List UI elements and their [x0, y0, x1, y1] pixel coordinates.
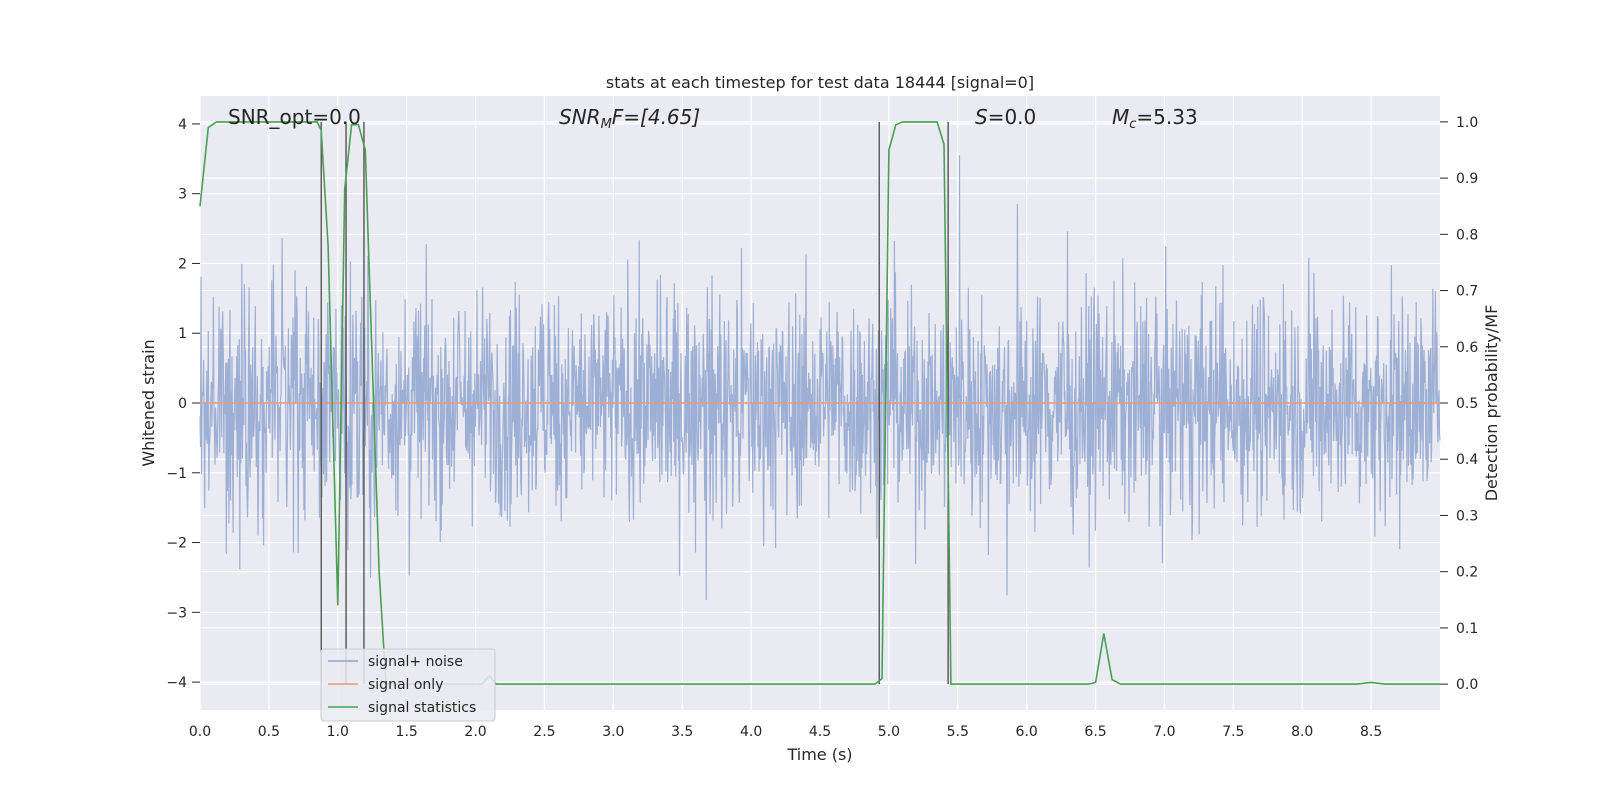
y2-tick-label: 0.5: [1456, 396, 1478, 412]
x-tick-label: 5.0: [878, 724, 900, 740]
y2-tick-label: 0.0: [1456, 677, 1478, 693]
y2-tick-label: 0.9: [1456, 171, 1478, 187]
vertical-markers: [320, 121, 949, 685]
legend-box: [320, 648, 496, 722]
chart-title: stats at each timestep for test data 184…: [606, 73, 1034, 92]
x-tick-label: 7.0: [1153, 724, 1175, 740]
snr-mf-base: SNR: [559, 105, 601, 129]
x-tick-label: 6.0: [1016, 724, 1038, 740]
x-tick-label: 1.5: [396, 724, 418, 740]
y2-tick-label: 0.3: [1456, 508, 1478, 524]
signal-noise-series: [199, 155, 1441, 601]
s-rest: =0.0: [988, 105, 1037, 129]
y-tick-label: 2: [178, 256, 187, 272]
y2-tick-label: 0.1: [1456, 621, 1478, 637]
x-axis-label: Time (s): [786, 745, 852, 764]
x-tick-label: 4.5: [809, 724, 831, 740]
y2-tick-label: 1.0: [1456, 115, 1478, 131]
x-tick-label: 0.5: [258, 724, 280, 740]
mc-base: M: [1112, 105, 1129, 129]
x-tick-label: 6.5: [1084, 724, 1106, 740]
legend-label-statistics: signal statistics: [368, 700, 476, 716]
y-tick-label: −3: [166, 605, 187, 621]
y2-tick-label: 0.6: [1456, 340, 1478, 356]
x-tick-label: 8.5: [1360, 724, 1382, 740]
y-tick-label: 4: [178, 117, 187, 133]
s-annotation: S=0.0: [975, 105, 1036, 129]
snr-mf-annotation: SNRMF=[4.65]: [559, 105, 700, 132]
legend: signal+ noise signal only signal statist…: [320, 648, 496, 722]
s-base: S: [975, 105, 988, 129]
legend-label-noise: signal+ noise: [368, 654, 463, 670]
y-tick-label: −4: [166, 675, 187, 691]
signal-statistics-series: [199, 121, 1440, 685]
y2-axis-label: Detection probability/MF: [1482, 305, 1501, 502]
x-tick-label: 7.5: [1222, 724, 1244, 740]
x-tick-label: 5.5: [947, 724, 969, 740]
x-tick-label: 0.0: [189, 724, 211, 740]
snr-mf-sub: M: [601, 117, 612, 132]
mc-annotation: Mc=5.33: [1112, 105, 1198, 132]
y-tick-label: −2: [166, 536, 187, 552]
y2-tick-label: 0.4: [1456, 452, 1478, 468]
mc-sub: c: [1129, 117, 1136, 132]
y2-tick-label: 0.8: [1456, 227, 1478, 243]
x-tick-label: 8.0: [1291, 724, 1313, 740]
x-tick-label: 3.5: [671, 724, 693, 740]
y-tick-label: 0: [178, 396, 187, 412]
x-tick-label: 2.0: [464, 724, 486, 740]
x-tick-label: 4.0: [740, 724, 762, 740]
y-tick-label: 3: [178, 187, 187, 203]
noise-trace: [199, 155, 1441, 601]
y-axis-label: Whitened strain: [139, 339, 158, 466]
y2-tick-labels: 1.0 0.9 0.8 0.7 0.6 0.5 0.4 0.3 0.2 0.1 0.0: [1440, 115, 1478, 693]
y-tick-label: 1: [178, 326, 187, 342]
legend-label-signal-only: signal only: [368, 677, 443, 693]
snr-mf-rest: F=[4.65]: [612, 105, 700, 129]
x-tick-labels: 0.0 0.5 1.0 1.5 2.0 2.5 3.0 3.5 4.0 4.5 5.0 5.5 6.0 6…: [189, 724, 1382, 740]
mc-rest: =5.33: [1136, 105, 1197, 129]
x-tick-label: 2.5: [533, 724, 555, 740]
x-tick-label: 1.0: [327, 724, 349, 740]
y-tick-labels: 4 3 2 1 0 −1 −2 −3 −4: [166, 117, 200, 691]
y2-tick-label: 0.2: [1456, 565, 1478, 581]
y-tick-label: −1: [166, 466, 187, 482]
y2-tick-label: 0.7: [1456, 284, 1478, 300]
snr-opt-annotation: SNR_opt=0.0: [228, 105, 361, 129]
x-tick-label: 3.0: [602, 724, 624, 740]
